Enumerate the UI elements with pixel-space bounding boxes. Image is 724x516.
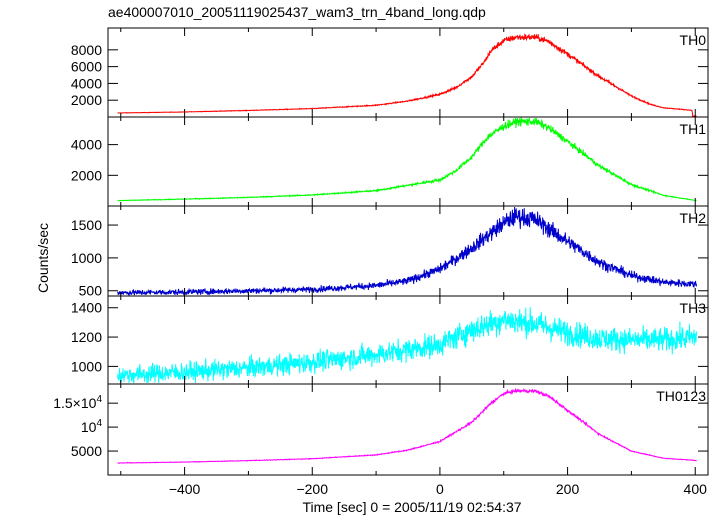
- series-line-th2: [117, 206, 697, 297]
- y-tick-label: 2000: [71, 92, 102, 108]
- series-line-th0123: [117, 387, 697, 464]
- panel-th2: 500 1000 1500 TH2: [71, 205, 709, 299]
- x-axis-label: Time [sec] 0 = 2005/11/19 02:54:37: [302, 499, 521, 515]
- panel-label: TH3: [680, 300, 707, 316]
- series-line-th3: [117, 307, 697, 384]
- y-tick-label: 1500: [71, 217, 102, 233]
- x-tick-label: 200: [556, 481, 580, 497]
- y-tick-label: 104: [81, 418, 103, 435]
- y-tick-label: 1000: [71, 250, 102, 266]
- y-tick-label: 1400: [71, 300, 102, 316]
- y-tick-label: 8000: [71, 42, 102, 58]
- y-tick-label: 5000: [71, 443, 102, 459]
- panel-label: TH1: [680, 121, 707, 137]
- panel-th0123: 5000 104 1.5×104 TH0123: [53, 383, 709, 476]
- panel-label: TH2: [680, 210, 707, 226]
- y-tick-label: 1.5×104: [53, 394, 102, 411]
- series-line-th0: [117, 33, 697, 117]
- series-line-th1: [117, 116, 697, 202]
- panel-label: TH0: [680, 32, 707, 48]
- chart-title: ae400007010_20051119025437_wam3_trn_4ban…: [108, 4, 486, 20]
- panels: 2000400060008000TH020004000TH15001000150…: [53, 27, 709, 497]
- panel-frame: [107, 27, 709, 118]
- y-axis-label: Counts/sec: [35, 223, 51, 293]
- y-tick-label: 1000: [71, 358, 102, 374]
- y-tick-label: 2000: [71, 167, 102, 183]
- panel-frame: [107, 383, 709, 476]
- x-tick-label: 400: [684, 481, 708, 497]
- panel-frame: [107, 116, 709, 207]
- x-tick-label: 0: [436, 481, 444, 497]
- x-tick-label: −200: [296, 481, 328, 497]
- y-tick-label: 4000: [71, 137, 102, 153]
- y-tick-label: 6000: [71, 59, 102, 75]
- y-tick-label: 1200: [71, 329, 102, 345]
- panel-label: TH0123: [656, 388, 706, 404]
- x-tick-label: −400: [169, 481, 201, 497]
- panel-th3: 1000 1200 1400 TH3: [71, 295, 709, 385]
- y-tick-label: 500: [79, 283, 103, 299]
- panel-th1: 2000 4000 TH1: [71, 116, 709, 207]
- y-tick-label: 4000: [71, 75, 102, 91]
